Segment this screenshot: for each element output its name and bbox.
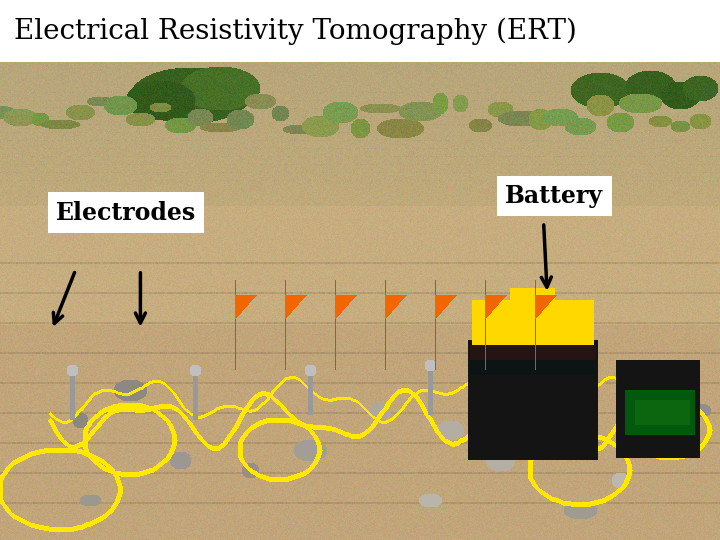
Text: Electrodes: Electrodes (56, 200, 196, 225)
Text: Battery: Battery (505, 184, 603, 208)
Text: Electrical Resistivity Tomography (ERT): Electrical Resistivity Tomography (ERT) (14, 17, 577, 45)
FancyBboxPatch shape (0, 0, 720, 62)
